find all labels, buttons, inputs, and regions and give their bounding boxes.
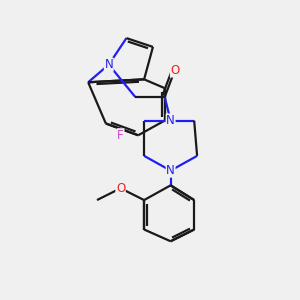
Text: N: N (166, 164, 175, 177)
Text: O: O (170, 64, 180, 77)
Text: F: F (117, 129, 124, 142)
Text: N: N (104, 58, 113, 71)
Text: O: O (116, 182, 125, 195)
Text: N: N (166, 114, 175, 127)
